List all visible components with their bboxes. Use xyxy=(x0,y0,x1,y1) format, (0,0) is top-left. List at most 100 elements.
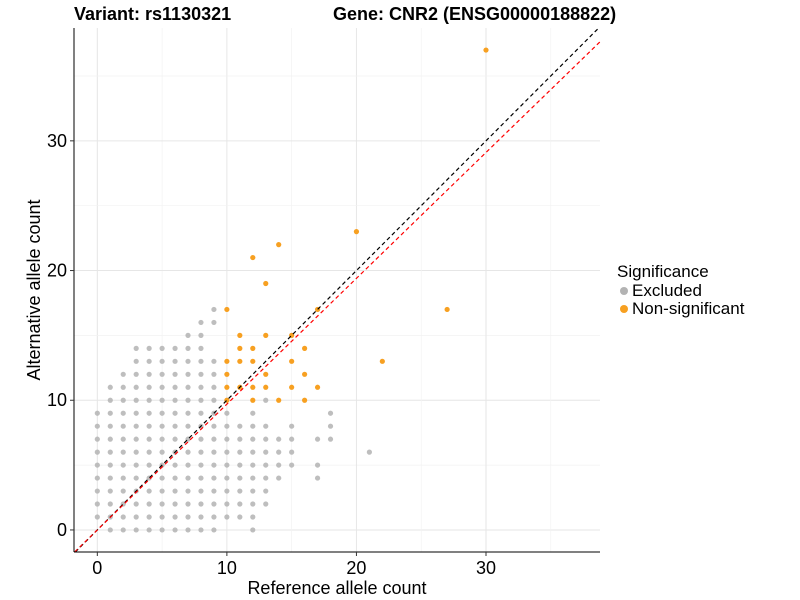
point-excluded xyxy=(263,436,269,442)
point-excluded xyxy=(107,462,113,468)
y-tick-label: 10 xyxy=(47,390,67,410)
point-non-significant xyxy=(250,345,256,351)
point-excluded xyxy=(159,488,165,494)
point-excluded xyxy=(276,462,282,468)
point-excluded xyxy=(172,358,178,364)
point-excluded xyxy=(133,514,139,520)
point-excluded xyxy=(185,384,191,390)
point-non-significant xyxy=(276,242,282,248)
point-excluded xyxy=(172,410,178,416)
point-excluded xyxy=(211,462,217,468)
point-excluded xyxy=(133,371,139,377)
point-excluded xyxy=(185,514,191,520)
point-excluded xyxy=(159,436,165,442)
point-excluded xyxy=(237,436,243,442)
point-excluded xyxy=(94,514,100,520)
point-excluded xyxy=(159,423,165,429)
point-excluded xyxy=(107,410,113,416)
point-excluded xyxy=(172,488,178,494)
point-excluded xyxy=(94,475,100,481)
point-excluded xyxy=(133,527,139,533)
point-non-significant xyxy=(263,371,269,377)
point-excluded xyxy=(146,358,152,364)
point-non-significant xyxy=(224,371,230,377)
point-excluded xyxy=(120,397,126,403)
point-non-significant xyxy=(237,345,243,351)
point-excluded xyxy=(237,449,243,455)
point-excluded xyxy=(250,514,256,520)
point-excluded xyxy=(198,462,204,468)
point-excluded xyxy=(211,501,217,507)
y-tick-label: 20 xyxy=(47,261,67,281)
point-excluded xyxy=(211,527,217,533)
point-excluded xyxy=(146,384,152,390)
point-excluded xyxy=(327,410,334,416)
point-excluded xyxy=(159,358,165,364)
point-non-significant xyxy=(302,371,308,377)
legend-item-non-significant: Non-significant xyxy=(617,300,744,318)
point-excluded xyxy=(159,410,165,416)
legend-item-excluded: Excluded xyxy=(617,282,744,300)
point-excluded xyxy=(185,397,191,403)
point-excluded xyxy=(276,436,282,442)
data-points xyxy=(94,47,489,533)
point-excluded xyxy=(107,436,113,442)
point-excluded xyxy=(185,462,191,468)
point-excluded xyxy=(289,423,295,429)
point-non-significant xyxy=(289,358,295,364)
point-excluded xyxy=(198,449,204,455)
point-non-significant xyxy=(224,306,230,313)
point-excluded xyxy=(263,423,269,429)
x-tick-label: 30 xyxy=(476,558,496,578)
point-excluded xyxy=(159,514,165,520)
point-excluded xyxy=(211,436,217,442)
point-excluded xyxy=(94,488,100,494)
point-excluded xyxy=(224,410,230,416)
point-excluded xyxy=(146,397,152,403)
point-excluded xyxy=(94,410,100,416)
point-excluded xyxy=(224,449,230,455)
point-excluded xyxy=(250,423,256,429)
point-excluded xyxy=(263,449,269,455)
point-excluded xyxy=(211,319,217,326)
point-excluded xyxy=(159,397,165,403)
point-non-significant xyxy=(250,397,256,403)
x-tick-label: 10 xyxy=(217,558,237,578)
point-excluded xyxy=(146,488,152,494)
point-excluded xyxy=(224,436,230,442)
point-excluded xyxy=(107,397,113,403)
variant-title: Variant: rs1130321 xyxy=(74,4,232,24)
point-excluded xyxy=(120,371,126,377)
point-excluded xyxy=(211,358,217,364)
point-non-significant xyxy=(250,384,256,390)
point-non-significant xyxy=(250,358,256,364)
legend-title: Significance xyxy=(617,262,709,281)
point-excluded xyxy=(224,501,230,507)
point-excluded xyxy=(94,423,100,429)
point-excluded xyxy=(107,527,113,533)
point-excluded xyxy=(159,384,165,390)
point-excluded xyxy=(263,397,269,403)
point-excluded xyxy=(211,449,217,455)
point-excluded xyxy=(250,449,256,455)
point-excluded xyxy=(224,423,230,429)
point-non-significant xyxy=(237,332,243,338)
axes xyxy=(73,28,600,553)
legend-label-excluded: Excluded xyxy=(632,281,702,300)
point-non-significant xyxy=(314,384,321,390)
point-excluded xyxy=(133,449,139,455)
point-excluded xyxy=(94,436,100,442)
point-excluded xyxy=(276,449,282,455)
point-excluded xyxy=(120,514,126,520)
point-excluded xyxy=(172,475,178,481)
legend: Significance Excluded Non-significant xyxy=(617,262,744,318)
point-excluded xyxy=(185,358,191,364)
point-excluded xyxy=(250,475,256,481)
point-non-significant xyxy=(302,397,308,403)
x-tick-label: 0 xyxy=(92,558,102,578)
point-excluded xyxy=(250,462,256,468)
point-excluded xyxy=(224,488,230,494)
point-excluded xyxy=(314,436,321,442)
point-excluded xyxy=(146,527,152,533)
point-excluded xyxy=(185,475,191,481)
